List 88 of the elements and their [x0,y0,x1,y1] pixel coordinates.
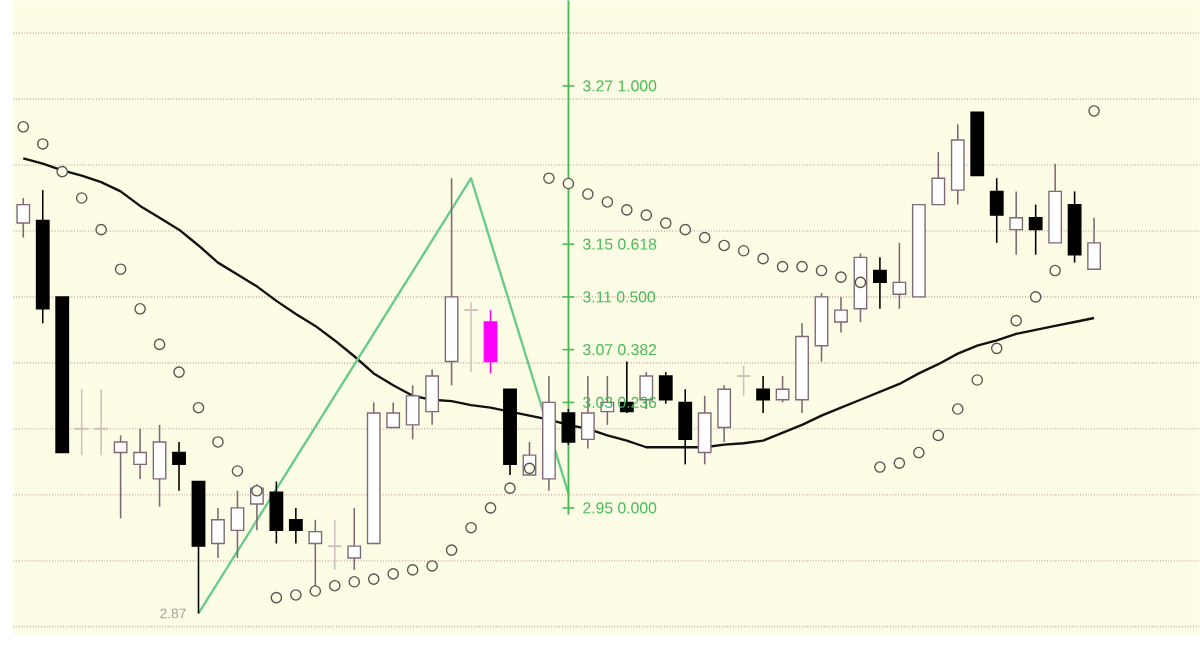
point [1010,314,1022,327]
candlestick [113,434,128,520]
candlestick [133,428,148,480]
point [290,589,302,601]
point [698,231,711,244]
candlestick [463,301,479,373]
candlestick [211,507,225,559]
point [212,436,224,448]
point [718,239,730,252]
point [582,188,594,200]
candlestick [989,177,1004,244]
candlestick [347,507,362,571]
point [601,196,614,208]
point [874,461,886,473]
candlestick [230,489,245,559]
point [990,342,1003,355]
point [815,264,828,277]
point [776,260,789,273]
point [737,244,750,257]
point [562,177,575,190]
point [445,544,458,556]
point [114,263,127,276]
candlestick [152,424,167,508]
candlestick [931,151,946,206]
point [640,209,653,221]
candlestick [483,309,498,375]
candlestick [873,256,887,310]
point [854,276,867,289]
candlestick [697,395,712,466]
point [328,579,341,592]
point [659,217,672,229]
candlestick [678,388,693,466]
candlestick [405,384,420,441]
point [913,446,925,459]
point [270,591,283,604]
point [484,502,497,514]
point [387,568,399,580]
candlestick [288,507,303,545]
point [796,260,808,273]
point [348,575,361,588]
point [1049,264,1061,277]
point [465,521,477,534]
point [173,366,185,378]
point [17,120,30,133]
candlestick [756,375,771,414]
point [406,564,419,576]
candlestick [386,401,401,429]
point [75,192,88,204]
point [426,560,438,572]
candlestick [172,441,186,492]
point [153,338,166,351]
point [932,429,945,442]
candlestick [1087,216,1101,271]
point [56,165,69,178]
candlestick [1009,190,1024,256]
point [309,585,322,597]
candlestick [73,388,90,456]
point [1029,291,1042,303]
point [523,462,536,475]
point [757,252,769,265]
point [231,465,244,477]
point [95,223,107,236]
candlestick [425,368,440,426]
point [621,204,633,216]
candlestick [1028,203,1043,256]
point [1088,105,1100,117]
point [543,172,555,185]
candlestick [658,371,673,405]
candlestick [16,197,31,239]
point [192,401,205,414]
candlestick [735,364,752,397]
candlestick [892,242,907,310]
point [36,138,49,150]
point [504,482,516,494]
point [134,302,146,315]
candlestick [834,296,848,334]
point [367,573,380,585]
point [971,374,984,386]
point [835,271,847,283]
point [893,457,906,469]
point [251,484,263,497]
point [679,223,692,236]
candlestick [93,388,109,456]
candlestick [717,384,732,443]
candlestick [561,408,576,446]
candlestick [326,518,343,571]
candlestick [269,480,284,545]
point [951,403,964,415]
